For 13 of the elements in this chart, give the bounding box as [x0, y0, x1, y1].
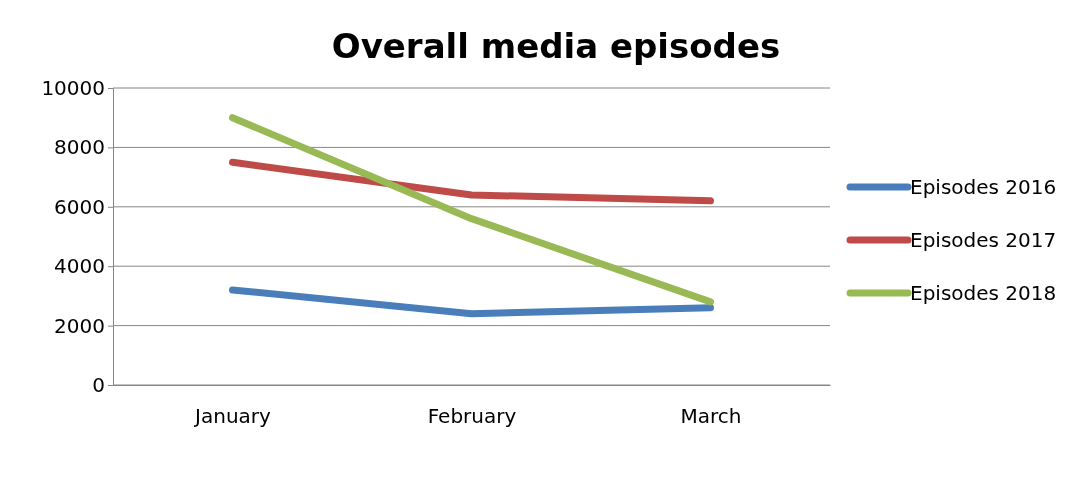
- y-tick-label: 8000: [54, 135, 105, 160]
- x-tick-label: January: [193, 404, 272, 429]
- legend-label: Episodes 2016: [910, 175, 1057, 199]
- chart-title: Overall media episodes: [331, 26, 781, 66]
- x-tick-label: March: [680, 404, 742, 429]
- y-tick-label: 2000: [54, 313, 105, 338]
- legend-label: Episodes 2018: [910, 281, 1057, 305]
- y-tick-label: 6000: [54, 194, 105, 219]
- legend-label: Episodes 2017: [910, 228, 1057, 252]
- y-tick-label: 0: [92, 372, 105, 397]
- x-tick-label: February: [427, 404, 517, 429]
- y-tick-label: 10000: [41, 75, 105, 100]
- y-tick-label: 4000: [54, 254, 105, 279]
